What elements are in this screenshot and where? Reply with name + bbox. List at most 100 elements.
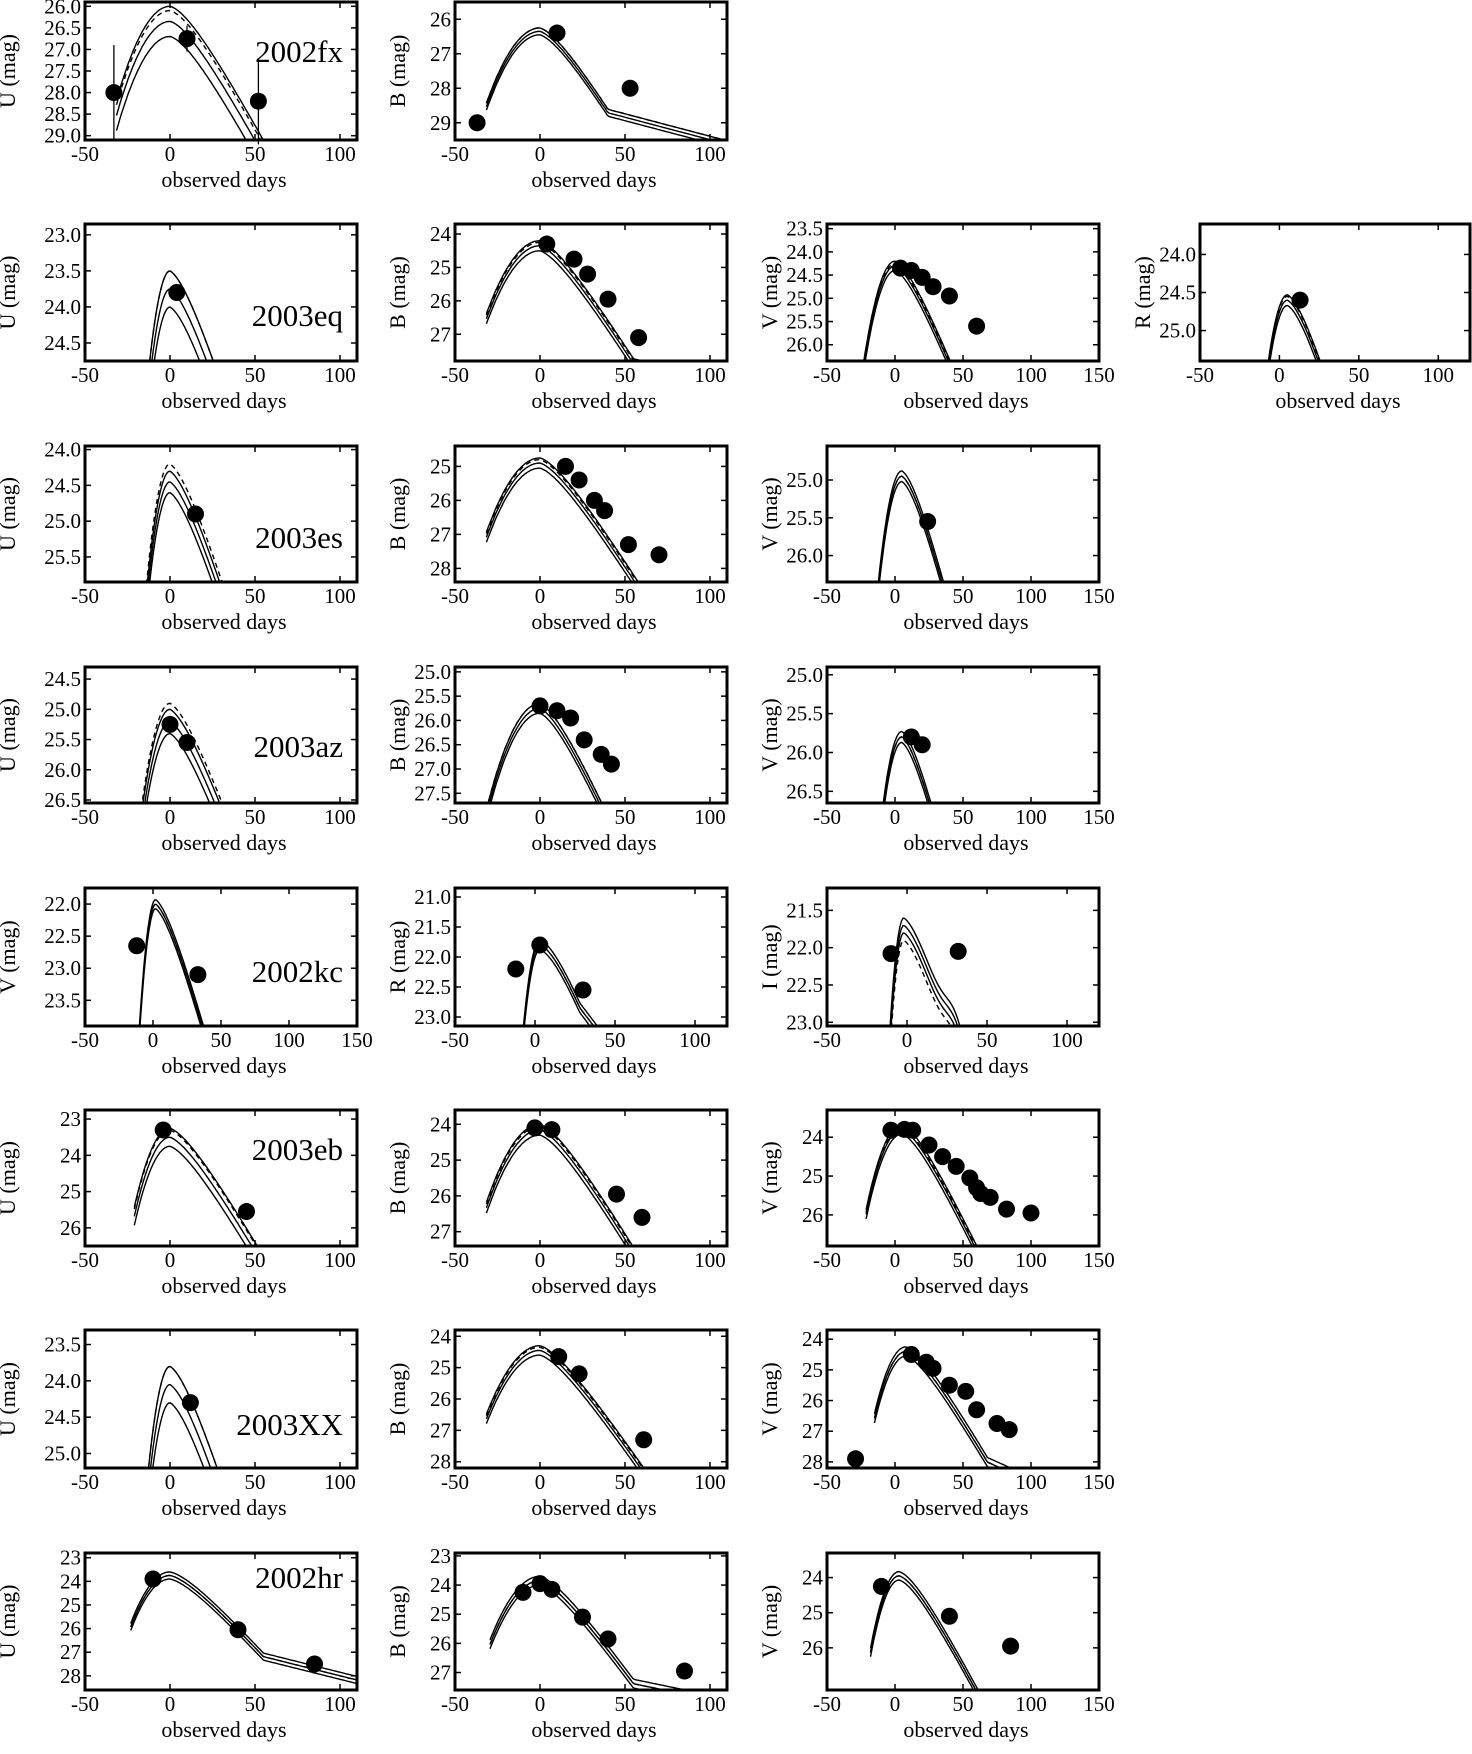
supernova-label: 2003az [253,729,343,764]
y-tick-label: 24.5 [44,473,81,497]
y-tick-label: 22.0 [44,892,81,916]
data-point [548,24,566,42]
y-tick-label: 27.0 [44,37,81,61]
data-point [565,250,583,268]
x-tick-label: 100 [1015,1470,1047,1494]
y-tick-label: 24.5 [1159,281,1196,305]
y-tick-label: 26.0 [44,758,81,782]
model-curve-mid [485,1128,631,1246]
model-curve-bright [889,917,961,1026]
model-curve-faint [139,908,202,1026]
model-curve-mid [485,462,636,582]
plot-frame [453,222,729,363]
data-point [847,1450,865,1468]
x-tick-label: 50 [615,584,636,608]
y-axis-title: B (mag) [385,1363,410,1436]
x-tick-label: 150 [1083,1248,1115,1272]
model-curve-mid [485,1349,642,1468]
y-axis-title: U (mag) [0,1585,20,1659]
y-axis-title: V (mag) [757,698,782,772]
x-tick-label: 50 [245,805,266,829]
x-tick-label: 150 [341,1028,373,1052]
x-tick-label: 0 [165,805,176,829]
data-point [619,536,637,554]
y-tick-label: 24 [430,1324,452,1348]
plot-frame [83,665,359,805]
y-tick-label: 26 [802,1636,823,1660]
y-tick-label: 24.5 [44,1405,81,1429]
y-tick-label: 22.5 [44,924,81,948]
x-tick-label: -50 [71,363,99,387]
data-point [168,284,186,301]
y-tick-label: 26 [430,289,451,313]
y-tick-label: 24.0 [44,295,81,319]
x-axis-title: observed days [161,167,286,192]
y-tick-label: 24 [60,1569,82,1593]
model-curve-bright [869,1570,979,1690]
model-curve-bright [138,899,205,1026]
model-curve-mid [485,244,633,361]
y-tick-label: 27 [430,42,451,66]
panel-2002hr-V: -50 0 50 100 150 24 25 26 observed days V (mag) [757,1551,1115,1742]
data-point [676,1662,693,1680]
y-tick-label: 29 [430,111,451,135]
data-point [608,1185,625,1203]
model-curve-mid [869,1575,977,1690]
x-axis-title: observed days [903,1053,1028,1078]
plot-frame [453,886,729,1028]
y-tick-label: 27.5 [414,781,451,805]
data-point [947,1157,965,1175]
data-point [599,290,617,308]
y-tick-label: 24.5 [44,667,81,691]
x-tick-label: 0 [165,1692,176,1716]
x-tick-label: 100 [694,1470,726,1494]
data-point [1022,1204,1040,1222]
data-point [882,1121,900,1139]
x-tick-label: -50 [813,1470,841,1494]
y-axis-title: U (mag) [0,1141,20,1215]
x-axis-title: observed days [903,609,1028,634]
plot-frame [825,886,1101,1028]
plot-frame [83,1551,359,1692]
x-tick-label: 100 [1051,1028,1083,1052]
x-tick-label: 100 [273,1028,305,1052]
y-tick-label: 28 [60,1664,81,1688]
y-tick-label: 25.0 [786,663,823,687]
model-curve-dashed [485,1125,633,1246]
model-curve-dashed [485,27,727,140]
y-tick-label: 23 [430,1544,451,1568]
x-tick-label: 0 [890,363,901,387]
plot-frame [453,1108,729,1248]
y-tick-label: 25 [430,1356,451,1380]
x-axis-title: observed days [161,1053,286,1078]
data-point [229,1621,247,1639]
data-point [630,329,648,347]
y-axis-title: U (mag) [0,256,20,330]
x-tick-label: -50 [441,1692,469,1716]
data-point [543,1580,561,1598]
x-tick-label: 100 [324,363,356,387]
x-axis-title: observed days [531,388,656,413]
panel-2002hr-B: -50 0 50 100 23 24 25 26 27 observed days B (mag) [385,1544,729,1742]
y-tick-label: 26.5 [44,788,81,812]
data-point [548,702,566,720]
x-axis-title: observed days [531,830,656,855]
y-axis-title: U (mag) [0,698,20,772]
x-tick-label: 50 [977,1028,998,1052]
panel-2003eq-B: -50 0 50 100 24 25 26 27 observed days B (mag) [385,222,729,413]
model-curve-faint [485,34,701,140]
panel-2002kc-I: -50 0 50 100 21.5 22.0 22.5 23.0 observed days I … [757,886,1101,1078]
x-tick-label: 0 [165,1470,176,1494]
model-curve-mid [1268,299,1319,361]
x-tick-label: 50 [245,363,266,387]
model-curve-faint [1269,304,1317,361]
y-tick-label: 25.5 [44,728,81,752]
data-point [187,505,204,523]
data-point [924,278,942,296]
y-axis-title: V (mag) [757,1585,782,1659]
y-axis-title: V (mag) [757,256,782,330]
y-tick-label: 26 [430,1184,451,1208]
x-tick-label: 50 [953,805,974,829]
data-point [306,1655,323,1673]
